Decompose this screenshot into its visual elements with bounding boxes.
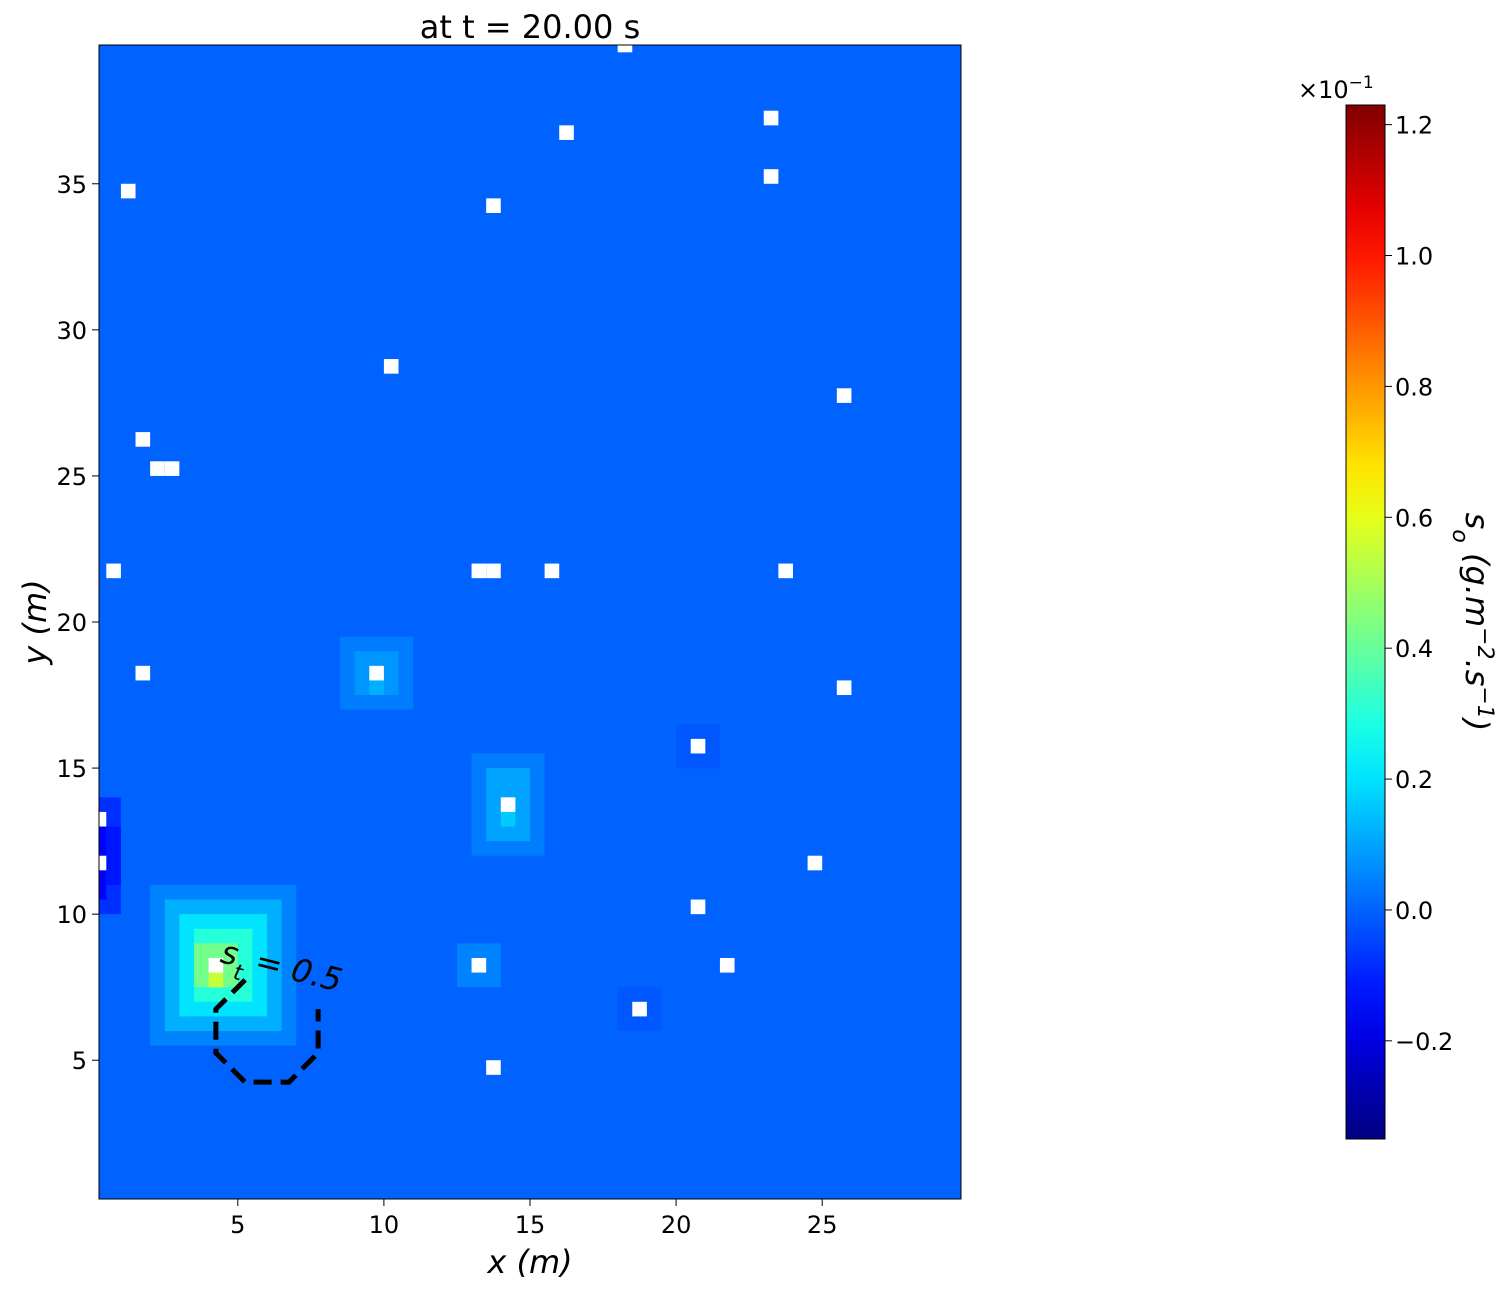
masked-cell xyxy=(690,899,706,915)
heatmap xyxy=(99,45,961,1199)
colorbar-label-part: (g.m xyxy=(1458,543,1496,627)
masked-cell xyxy=(471,563,487,579)
colorbar-tick-label: 1.0 xyxy=(1395,243,1433,271)
chart-title: at t = 20.00 s xyxy=(420,8,640,46)
heat-cell xyxy=(106,826,121,885)
colorbar xyxy=(1345,104,1386,1140)
masked-cell xyxy=(778,563,793,579)
colorbar-label: so (g.m−2.s−1) xyxy=(1448,513,1498,732)
y-tick-label: 30 xyxy=(56,317,87,345)
x-axis-label: x (m) xyxy=(486,1243,572,1281)
masked-cell xyxy=(559,125,574,140)
colorbar-tick-label: 0.2 xyxy=(1395,766,1433,794)
masked-cell xyxy=(208,957,224,973)
masked-cell xyxy=(807,855,823,871)
masked-cell xyxy=(135,665,151,681)
x-tick-label: 5 xyxy=(230,1211,245,1239)
offset-base: ×10 xyxy=(1298,76,1349,104)
masked-cell xyxy=(486,563,501,579)
masked-cell xyxy=(690,738,706,754)
colorbar-tick-label: 1.2 xyxy=(1395,112,1433,140)
masked-cell xyxy=(106,563,121,579)
masked-cell xyxy=(486,1060,501,1075)
colorbar-label-part: s xyxy=(1458,513,1496,530)
masked-cell xyxy=(120,183,136,199)
masked-cell xyxy=(150,461,165,476)
colorbar-offset: ×10−1 xyxy=(1298,73,1374,104)
masked-cell xyxy=(135,432,151,447)
colorbar-label-part: o xyxy=(1448,529,1473,542)
colorbar-label-part: −1 xyxy=(1473,686,1498,718)
offset-exponent: −1 xyxy=(1349,73,1374,93)
masked-cell xyxy=(99,855,107,871)
x-tick-label: 25 xyxy=(807,1211,838,1239)
colorbar-tick-label: 0.4 xyxy=(1395,635,1433,663)
colorbar-tick-label: 0.6 xyxy=(1395,504,1433,532)
masked-cell xyxy=(486,198,501,213)
colorbar-tick-label: 0.8 xyxy=(1395,373,1433,401)
x-tick-label: 15 xyxy=(515,1211,546,1239)
masked-cell xyxy=(763,110,779,126)
masked-cell xyxy=(617,45,633,53)
masked-cell xyxy=(99,811,107,827)
y-tick-label: 35 xyxy=(56,171,87,199)
masked-cell xyxy=(369,665,384,681)
heat-cell xyxy=(369,680,384,696)
masked-cell xyxy=(471,957,487,973)
colorbar-label-part: ) xyxy=(1458,717,1496,731)
y-tick-label: 15 xyxy=(56,755,87,783)
masked-cell xyxy=(836,680,852,696)
colorbar-label-part: .s xyxy=(1458,660,1496,687)
contour-line xyxy=(213,978,321,1085)
heat-cell xyxy=(500,811,516,827)
colorbar-tick-label: 0.0 xyxy=(1395,897,1433,925)
masked-cell xyxy=(719,957,735,973)
y-tick-label: 10 xyxy=(56,901,87,929)
heat-cell xyxy=(208,972,224,988)
x-tick-label: 10 xyxy=(369,1211,400,1239)
masked-cell xyxy=(763,169,779,184)
masked-cell xyxy=(632,1001,647,1017)
masked-cell xyxy=(500,797,516,812)
masked-cell xyxy=(544,563,560,579)
masked-cell xyxy=(836,388,852,403)
colorbar-label-part: −2 xyxy=(1473,627,1498,659)
x-tick-label: 20 xyxy=(661,1211,692,1239)
y-tick-label: 20 xyxy=(56,609,87,637)
y-tick-label: 5 xyxy=(72,1047,87,1075)
y-tick-label: 25 xyxy=(56,463,87,491)
colorbar-tick-label: −0.2 xyxy=(1395,1028,1453,1056)
y-axis-label: y (m) xyxy=(16,579,54,665)
masked-cell xyxy=(164,461,180,476)
masked-cell xyxy=(383,359,399,374)
